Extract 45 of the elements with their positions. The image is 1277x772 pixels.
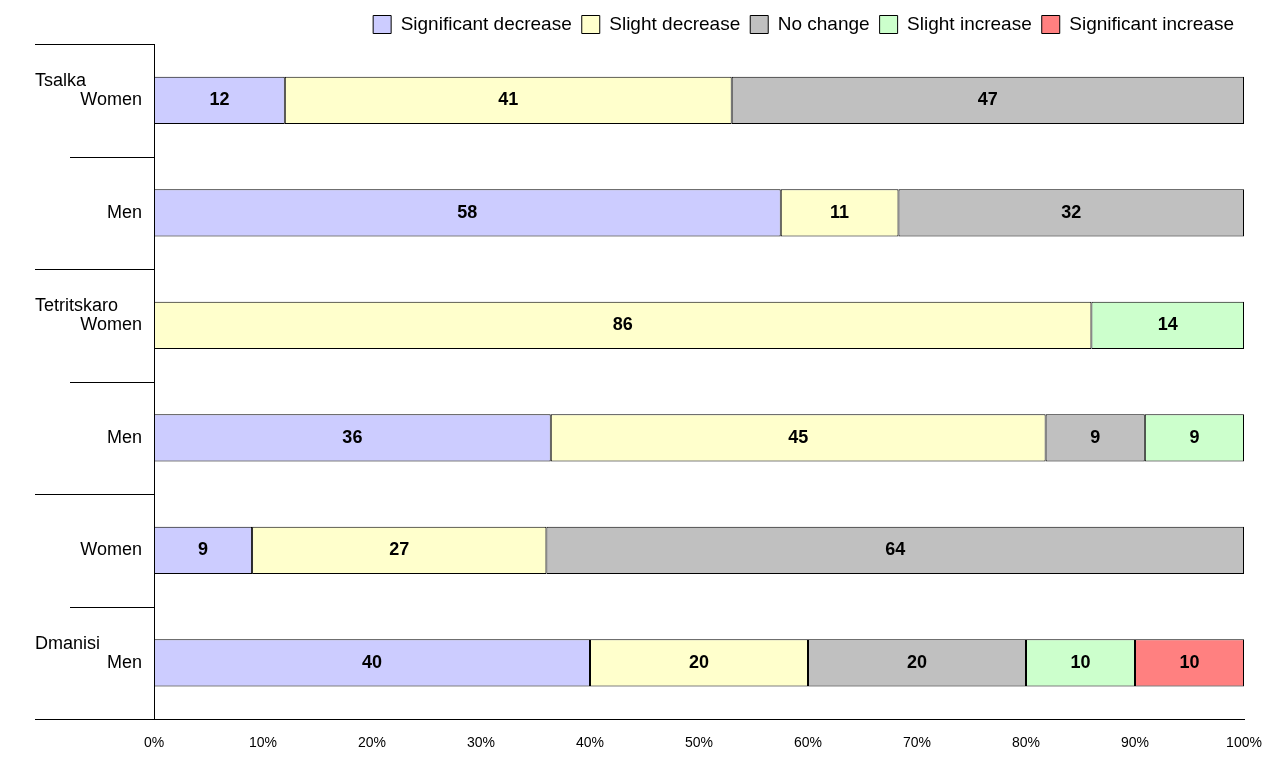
- data-label: 11: [830, 201, 850, 222]
- data-label: 20: [906, 651, 928, 672]
- data-label: 58: [457, 201, 478, 222]
- legend-label: Slight decrease: [609, 12, 741, 34]
- x-tick-label: 30%: [466, 734, 496, 751]
- legend-label: Significant decrease: [400, 12, 572, 34]
- data-label: 9: [198, 539, 209, 560]
- data-label: 45: [788, 426, 809, 447]
- x-tick-label: 50%: [684, 734, 714, 751]
- data-label: 32: [1061, 201, 1082, 222]
- data-label: 20: [688, 651, 710, 672]
- data-label: 64: [885, 539, 906, 560]
- y-tick-label: Men: [106, 651, 142, 672]
- data-label: 10: [1070, 651, 1091, 672]
- data-label: 12: [209, 89, 230, 110]
- x-tick-label: 40%: [575, 734, 605, 751]
- y-tick-label: Women: [80, 539, 142, 560]
- text: Dmanisi: [35, 632, 101, 653]
- data-label: 41: [498, 89, 519, 110]
- text: Tetritskaro: [35, 295, 119, 316]
- data-label: 27: [389, 539, 410, 560]
- data-label: 10: [1179, 651, 1200, 672]
- legend-label: Slight increase: [907, 12, 1032, 34]
- x-tick-label: 90%: [1120, 734, 1150, 751]
- data-label: 9: [1189, 426, 1200, 447]
- x-tick-label: 80%: [1011, 734, 1041, 751]
- data-label: 47: [977, 89, 998, 110]
- x-tick-label: 10%: [248, 734, 278, 751]
- y-tick-label: Women: [80, 314, 142, 335]
- legend-label: Significant increase: [1069, 12, 1235, 34]
- y-tick-label: Men: [106, 201, 142, 222]
- y-tick-label: Women: [80, 89, 142, 110]
- x-tick-label: 0%: [143, 734, 165, 751]
- data-label: 9: [1090, 426, 1101, 447]
- x-tick-label: 20%: [357, 734, 387, 751]
- data-label: 86: [612, 314, 633, 335]
- y-tick-label: Men: [106, 426, 142, 447]
- legend-label: No change: [777, 12, 870, 34]
- data-label: 14: [1157, 314, 1178, 335]
- x-tick-label: 60%: [793, 734, 823, 751]
- x-tick-label: 100%: [1226, 734, 1262, 751]
- x-tick-label: 70%: [902, 734, 932, 751]
- data-label: 36: [342, 426, 363, 447]
- data-label: 40: [361, 651, 383, 672]
- text: Tsalka: [35, 70, 88, 91]
